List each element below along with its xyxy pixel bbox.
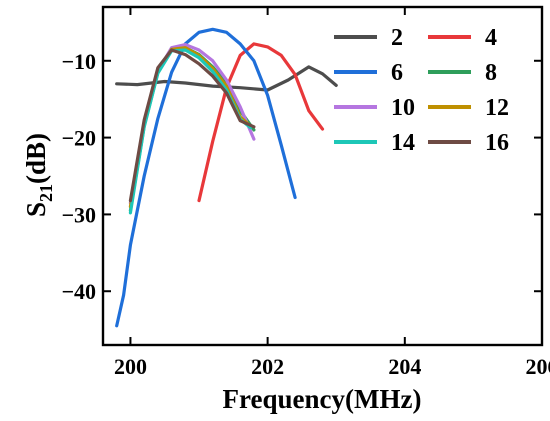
- legend-item-8: 8: [428, 60, 497, 86]
- axis-ticks: [103, 7, 543, 345]
- legend-label: 14: [391, 130, 415, 156]
- legend-label: 4: [485, 25, 497, 51]
- series-line-6: [115, 27, 297, 328]
- legend: 2 4 6 8 10 12 14 16: [334, 25, 509, 156]
- legend-label: 10: [391, 95, 415, 121]
- y-axis-title-subscript: 21: [36, 184, 56, 202]
- x-axis-title: Frequency(MHz): [223, 384, 422, 414]
- plot-frame: [101, 5, 544, 347]
- y-tick-label: −40: [61, 279, 96, 304]
- legend-item-10: 10: [334, 95, 415, 121]
- legend-label: 12: [485, 95, 509, 121]
- x-tick-label: 200: [114, 354, 147, 379]
- series-lines: [115, 27, 338, 328]
- legend-item-14: 14: [334, 130, 415, 156]
- y-tick-label: −20: [61, 126, 96, 151]
- series-line-8: [128, 46, 256, 213]
- x-tick-label: 206: [526, 354, 550, 379]
- legend-item-2: 2: [334, 25, 403, 51]
- y-axis-title-unit: (dB): [21, 133, 51, 184]
- legend-label: 6: [391, 60, 403, 86]
- legend-item-4: 4: [428, 25, 497, 51]
- y-axis-title-main: S: [21, 202, 51, 217]
- y-axis-title: S21(dB): [21, 133, 56, 217]
- legend-label: 8: [485, 60, 497, 86]
- legend-item-16: 16: [428, 130, 509, 156]
- y-tick-label: −10: [61, 49, 96, 74]
- tick-labels: 200 202 204 206 −10 −20 −30 −40: [61, 49, 550, 379]
- x-tick-label: 204: [388, 354, 421, 379]
- legend-item-6: 6: [334, 60, 403, 86]
- y-tick-label: −30: [61, 202, 96, 227]
- legend-item-12: 12: [428, 95, 509, 121]
- series-line-16: [128, 48, 256, 203]
- legend-label: 16: [485, 130, 509, 156]
- legend-label: 2: [391, 25, 403, 51]
- x-tick-label: 202: [251, 354, 284, 379]
- series-line-4: [197, 42, 325, 203]
